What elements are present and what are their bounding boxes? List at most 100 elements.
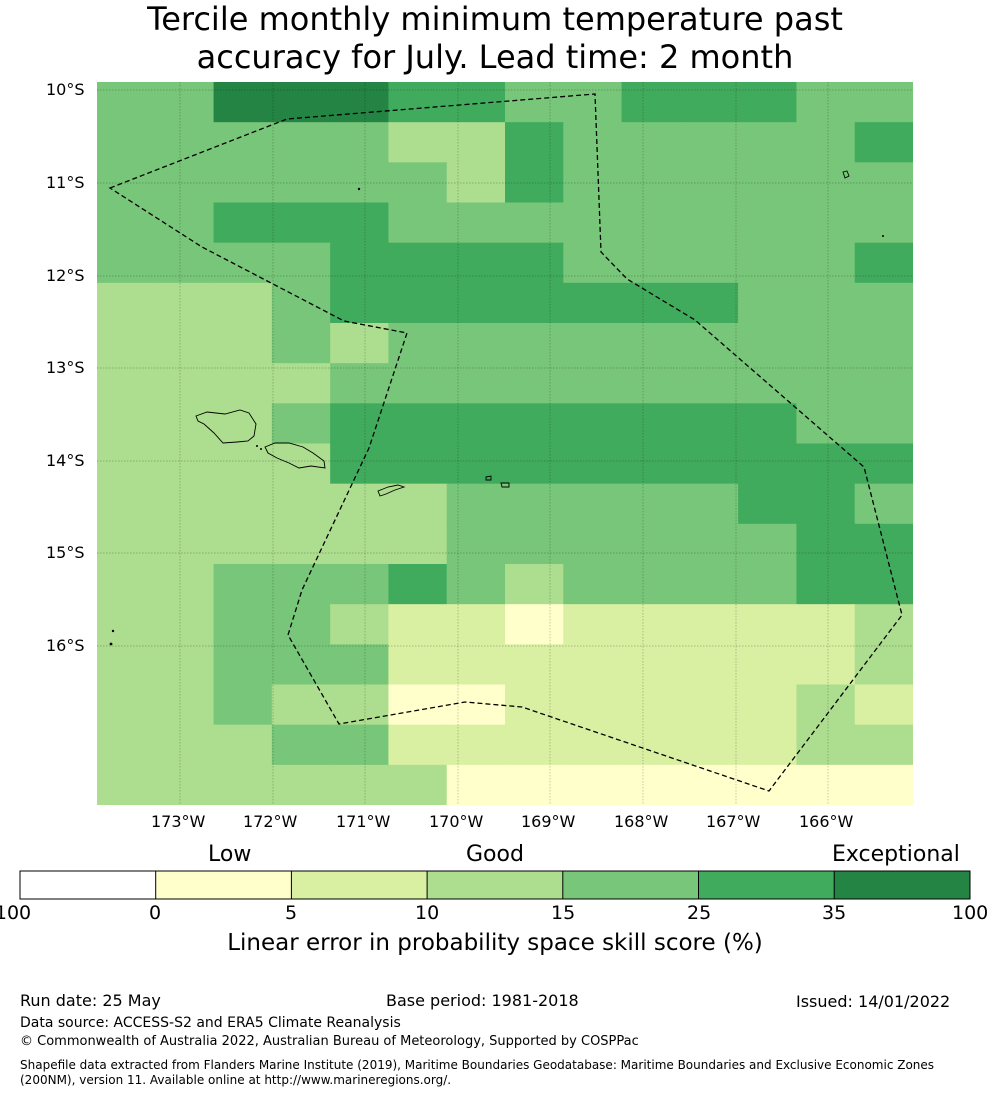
grid-cell [97,523,156,565]
category-exceptional: Exceptional [832,842,960,867]
grid-cell [388,443,448,485]
upolu-island [264,442,326,469]
grid-cell [505,82,564,123]
grid-cell [388,523,448,565]
grid-cell [97,363,156,404]
grid-cell [738,202,798,244]
grid-cell [388,403,448,445]
grid-cell [563,82,623,123]
grid-cell [679,443,739,485]
grid-cell [213,162,273,204]
grid-cell [679,122,739,163]
grid-cell [155,724,215,766]
grid-cell [854,403,913,445]
grid-cell [213,323,273,364]
grid-cell [563,122,623,163]
grid-cell [796,242,856,284]
grid-cell [97,202,156,244]
grid-cell [330,443,390,485]
colorbar-tick: 0 [149,902,162,924]
grid-cell [854,363,913,404]
grid-cell [388,282,448,324]
grid-cell [505,564,564,605]
grid-cell [738,82,798,123]
grid-cell [271,724,331,766]
lat-label: 13°S [46,358,85,377]
grid-cell [621,684,681,726]
grid-cell [446,764,506,805]
colorbar-segment [155,871,292,899]
grid-cell [213,724,273,766]
grid-cell [446,443,506,485]
grid-cell [271,403,331,445]
grid-cell [155,282,215,324]
grid-cell [796,644,856,686]
grid-cell [505,122,564,163]
grid-cell [854,443,913,485]
grid-cell [213,282,273,324]
grid-cell [155,162,215,204]
grid-cell [854,162,913,204]
tutuila-island [377,484,406,497]
skill-grid [97,82,913,805]
grid-cell [446,724,506,766]
eez-boundary [108,93,903,792]
skill-score-map [97,82,913,805]
grid-cell [155,82,215,123]
grid-cell [330,122,390,163]
colorbar-segment [20,871,156,899]
lon-label: 171°W [336,812,391,831]
grid-cell [854,82,913,123]
grid-cell [271,764,331,805]
grid-cell [271,483,331,525]
grid-cell [679,242,739,284]
grid-cell [563,523,623,565]
grid-cell [505,242,564,284]
colorbar-tick: 15 [551,902,576,924]
grid-cell [446,403,506,445]
grid-cell [271,644,331,686]
grid-cell [505,604,564,645]
lon-label: 168°W [614,812,669,831]
grid-cell [97,323,156,364]
gridlines [97,82,913,805]
grid-cell [796,483,856,525]
grid-cell [796,202,856,244]
grid-cell [213,764,273,805]
grid-cell [155,363,215,404]
lat-label: 14°S [46,451,85,470]
grid-cell [388,162,448,204]
grid-cell [796,162,856,204]
run-date: Run date: 25 May [20,991,161,1010]
grid-cell [213,202,273,244]
grid-cell [388,724,448,766]
grid-cell [621,604,681,645]
grid-cell [213,684,273,726]
grid-cell [621,282,681,324]
colorbar-tick: 100 [952,902,989,924]
colorbar-tick: 5 [285,902,298,924]
colorbar-tick: -100 [0,902,32,924]
grid-cell [505,764,564,805]
grid-cell [854,724,913,766]
grid-cell [679,323,739,364]
grid-cell [155,523,215,565]
grid-cell [621,644,681,686]
grid-cell [97,604,156,645]
grid-cell [679,684,739,726]
grid-cell [796,764,856,805]
grid-cell [563,202,623,244]
grid-cell [388,483,448,525]
grid-cell [738,282,798,324]
grid-cell [446,242,506,284]
grid-cell [388,82,448,123]
grid-cell [738,443,798,485]
grid-cell [213,483,273,525]
category-good: Good [466,842,524,867]
grid-cell [854,282,913,324]
grid-cell [563,443,623,485]
grid-cell [330,644,390,686]
grid-cell [271,323,331,364]
grid-cell [97,483,156,525]
grid-cell [271,202,331,244]
